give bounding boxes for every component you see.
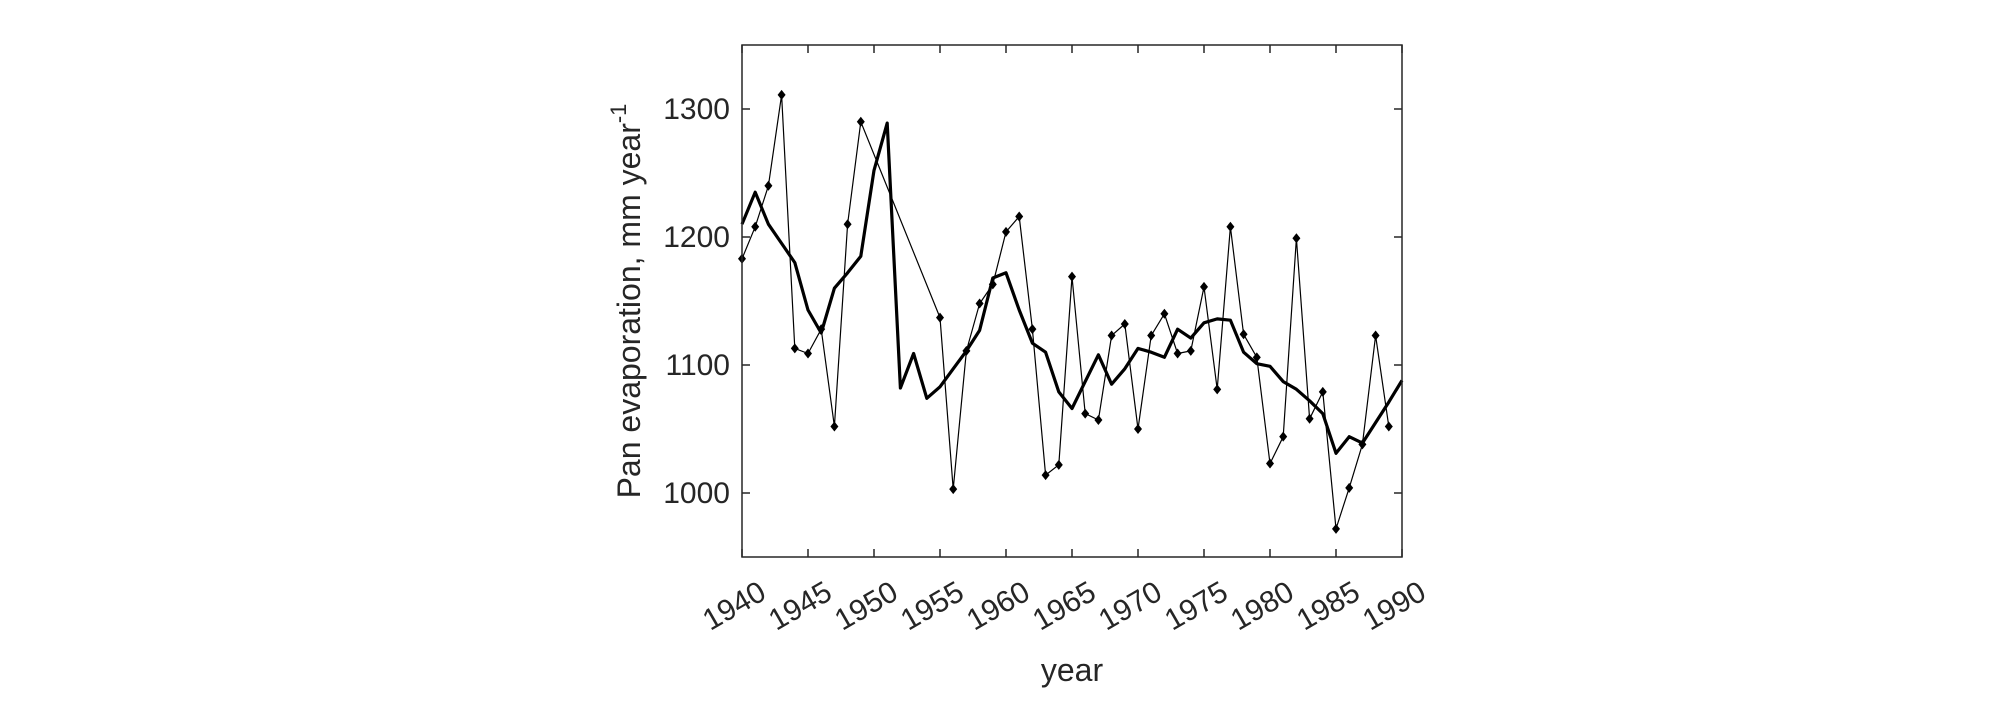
y-tick-label: 1200 bbox=[663, 221, 730, 254]
data-point-1944 bbox=[790, 343, 799, 354]
data-point-1943 bbox=[777, 89, 786, 100]
series-layer bbox=[738, 89, 1404, 534]
data-point-1979 bbox=[1252, 352, 1261, 363]
x-tick-label: 1975 bbox=[1159, 575, 1233, 637]
y-tick-label: 1000 bbox=[663, 477, 730, 510]
y-axis-title: Pan evaporation, mm year-1 bbox=[606, 104, 647, 499]
data-point-1980 bbox=[1266, 458, 1274, 469]
data-point-1966 bbox=[1081, 408, 1090, 419]
y-tick-label: 1300 bbox=[663, 93, 730, 126]
data-point-1972 bbox=[1160, 308, 1169, 319]
series-line-2 bbox=[740, 121, 1404, 455]
data-point-1964 bbox=[1054, 459, 1063, 470]
data-point-1960 bbox=[1002, 226, 1010, 237]
data-point-1949 bbox=[856, 116, 865, 127]
data-point-1969 bbox=[1120, 319, 1129, 330]
data-point-1977 bbox=[1226, 221, 1235, 232]
x-tick-label: 1950 bbox=[829, 575, 903, 637]
data-point-1970 bbox=[1134, 424, 1142, 434]
data-point-1975 bbox=[1200, 281, 1208, 292]
data-point-1968 bbox=[1107, 330, 1116, 341]
data-point-1971 bbox=[1147, 330, 1156, 341]
x-tick-label: 1990 bbox=[1357, 575, 1431, 637]
data-point-1981 bbox=[1279, 431, 1288, 442]
data-point-1983 bbox=[1305, 413, 1314, 424]
data-point-1976 bbox=[1213, 384, 1222, 395]
y-axis: 1000 1100 1200 1300 bbox=[663, 93, 1402, 510]
data-point-1945 bbox=[804, 348, 812, 359]
y-tick-label: 1100 bbox=[665, 349, 730, 382]
x-tick-label: 1970 bbox=[1093, 575, 1167, 637]
data-point-1974 bbox=[1186, 345, 1195, 356]
data-point-1973 bbox=[1173, 348, 1182, 359]
x-tick-label: 1985 bbox=[1291, 575, 1365, 637]
data-point-1967 bbox=[1094, 415, 1103, 426]
data-point-1978 bbox=[1239, 329, 1248, 340]
y-axis-title-superscript: -1 bbox=[606, 104, 631, 124]
data-point-1988 bbox=[1371, 330, 1380, 341]
data-point-1982 bbox=[1292, 233, 1301, 244]
data-point-1956 bbox=[949, 484, 958, 495]
data-point-1963 bbox=[1041, 470, 1050, 481]
y-axis-title-text: Pan evaporation, mm year bbox=[611, 123, 647, 499]
data-point-1948 bbox=[843, 219, 852, 230]
x-tick-label: 1955 bbox=[895, 575, 969, 637]
data-point-1941 bbox=[751, 221, 760, 232]
x-tick-label: 1940 bbox=[697, 575, 771, 637]
data-point-1989 bbox=[1384, 421, 1393, 432]
data-point-1965 bbox=[1068, 271, 1076, 282]
x-tick-label: 1945 bbox=[763, 575, 837, 637]
data-point-1961 bbox=[1015, 211, 1024, 222]
data-point-1986 bbox=[1345, 482, 1354, 493]
data-point-1984 bbox=[1318, 386, 1327, 397]
data-point-1942 bbox=[764, 180, 773, 191]
x-axis-title: year bbox=[1041, 652, 1104, 688]
data-point-1955 bbox=[936, 312, 944, 323]
data-point-1985 bbox=[1332, 523, 1340, 534]
data-point-1958 bbox=[975, 298, 984, 309]
data-point-1962 bbox=[1028, 324, 1037, 335]
data-point-1947 bbox=[830, 421, 839, 432]
x-tick-label: 1980 bbox=[1225, 575, 1299, 637]
x-tick-label: 1965 bbox=[1027, 575, 1101, 637]
plot-area bbox=[742, 45, 1402, 557]
x-tick-label: 1960 bbox=[961, 575, 1035, 637]
